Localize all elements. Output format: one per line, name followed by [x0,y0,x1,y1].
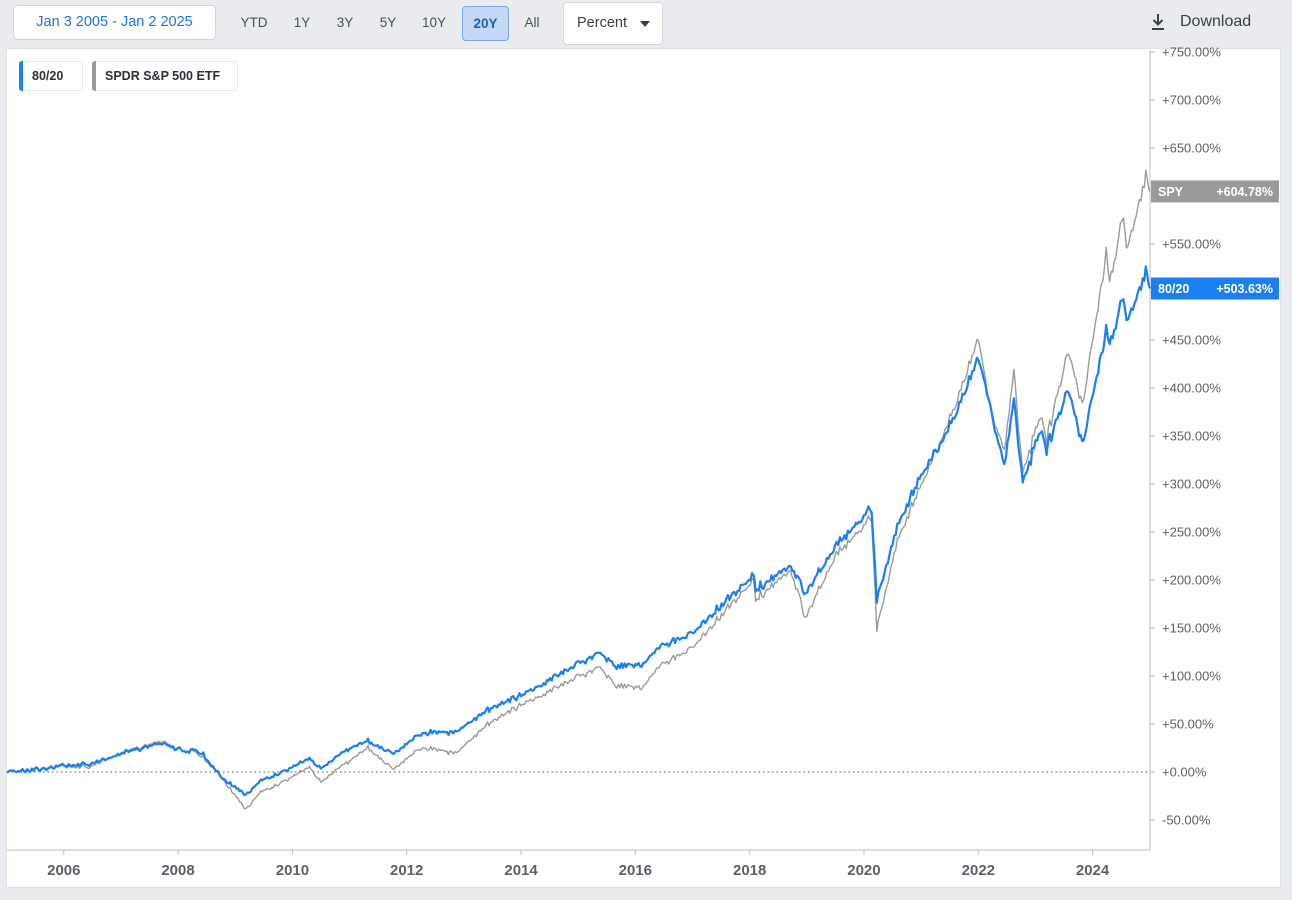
legend-swatch [19,61,23,91]
y-tick-label: +150.00% [1162,621,1221,636]
x-tick-label: 2008 [161,862,194,879]
x-tick-label: 2012 [390,862,423,879]
y-tick-label: +450.00% [1162,333,1221,348]
x-tick-label: 2024 [1076,862,1110,879]
range-3y-button[interactable]: 3Y [336,15,354,30]
date-range-picker[interactable]: Jan 3 2005 - Jan 2 2025 [13,5,216,40]
x-tick-label: 2014 [504,862,538,879]
y-tick-label: +350.00% [1162,429,1221,444]
legend-swatch [92,61,96,91]
last-value-ticker: SPY [1158,185,1184,199]
chevron-down-icon [640,21,650,27]
y-tick-label: +250.00% [1162,525,1221,540]
download-label: Download [1180,13,1252,30]
x-tick-label: 2006 [47,862,80,879]
range-5y-button[interactable]: 5Y [379,15,397,30]
legend-label: 80/20 [32,69,64,83]
range-10y-button[interactable]: 10Y [421,15,447,30]
series-line-spy [6,169,1151,810]
y-tick-label: +200.00% [1162,573,1221,588]
range-1y-button[interactable]: 1Y [293,15,311,30]
series-line-80-20 [6,265,1152,797]
x-tick-label: 2022 [962,862,995,879]
range-all-button[interactable]: All [524,15,540,30]
x-tick-label: 2018 [733,862,766,879]
y-tick-label: +100.00% [1162,669,1221,684]
last-value-ticker: 80/20 [1158,282,1189,296]
last-value-tag: SPY +604.78% [1151,180,1279,203]
x-tick-label: 2010 [276,862,309,879]
range-ytd-button[interactable]: YTD [240,15,268,30]
display-mode-select[interactable]: Percent [563,2,663,45]
y-tick-label: +700.00% [1162,93,1221,108]
legend-item-80-20[interactable]: 80/20 [19,61,83,91]
last-value-number: +503.63% [1216,282,1273,296]
y-tick-label: +400.00% [1162,381,1221,396]
chart-panel [6,48,1281,888]
x-tick-label: 2016 [619,862,652,879]
y-tick-label: +550.00% [1162,237,1221,252]
download-icon [1152,14,1164,30]
legend-item-spy[interactable]: SPDR S&P 500 ETF [92,61,238,91]
y-tick-label: -50.00% [1162,813,1211,828]
last-value-number: +604.78% [1216,185,1273,199]
y-tick-label: +300.00% [1162,477,1221,492]
x-tick-label: 2020 [847,862,880,879]
chart-toolbar: Jan 3 2005 - Jan 2 2025 YTD 1Y 3Y 5Y 10Y… [0,0,1292,48]
y-tick-label: +650.00% [1162,141,1221,156]
display-mode-label: Percent [577,15,627,31]
range-20y-button[interactable]: 20Y [462,6,509,41]
y-tick-label: +50.00% [1162,717,1214,732]
y-tick-label: +750.00% [1162,45,1221,60]
legend-label: SPDR S&P 500 ETF [105,69,221,83]
y-tick-label: +0.00% [1162,765,1207,780]
last-value-tag: 80/20 +503.63% [1151,277,1279,300]
